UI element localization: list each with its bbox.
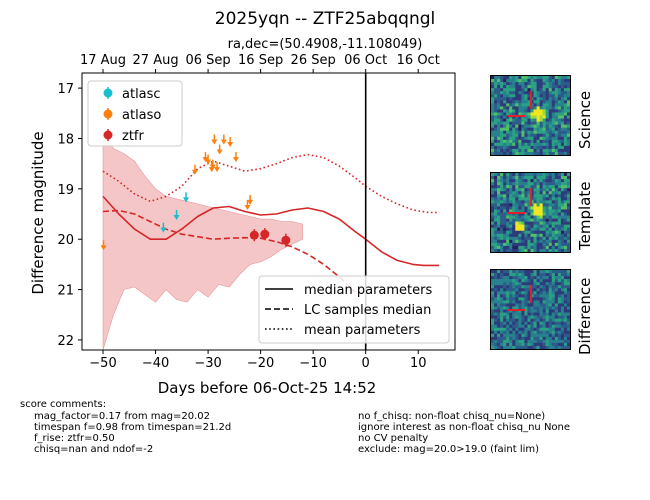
atlaso-upper-limit-arrow	[205, 159, 212, 165]
atlaso-upper-limit-arrow	[227, 141, 234, 147]
top-x-tick-label: 06 Sep	[185, 53, 230, 68]
y-tick-label: 21	[57, 284, 74, 299]
ztfr-detection-point	[249, 230, 259, 240]
score-comment-line: ignore interest as non-float chisq_nu No…	[358, 422, 571, 433]
score-comment-line: f_rise: ztfr=0.50	[34, 433, 115, 444]
x-tick-label: −40	[142, 356, 169, 371]
median-parameters-line	[102, 195, 440, 267]
template-stamp-label: Template	[576, 181, 594, 250]
x-tick-label: −50	[89, 356, 116, 371]
atlasc-upper-limit-arrow	[160, 227, 167, 233]
legend-atlasc-label: atlasc	[122, 87, 161, 102]
score-comment-line: mag_factor=0.17 from mag=20.02	[34, 411, 211, 422]
legend-points-box	[87, 80, 183, 147]
legend-dotted-line-label: mean parameters	[304, 323, 421, 338]
legend-atlaso-label: atlaso	[122, 108, 161, 123]
atlaso-upper-limit-arrow	[211, 139, 218, 145]
score-comment-line: chisq=nan and ndof=-2	[34, 444, 154, 455]
atlaso-upper-limit-arrow	[191, 169, 198, 175]
legend-atlasc-marker	[103, 88, 113, 98]
model-uncertainty-band	[102, 132, 303, 350]
legend-ztfr-label: ztfr	[122, 129, 144, 144]
lc-samples-median-line	[102, 209, 356, 293]
x-tick-label: −20	[247, 356, 274, 371]
atlaso-upper-limit-arrow	[208, 167, 215, 173]
difference-stamp-image	[490, 269, 571, 350]
legend-atlaso-marker	[103, 109, 113, 119]
legend-dashed-line-label: LC samples median	[304, 303, 431, 318]
x-tick-label: −10	[299, 356, 326, 371]
mean-parameters-line	[102, 153, 440, 214]
y-axis-label: Difference magnitude	[29, 131, 47, 294]
x-tick-label: 0	[362, 356, 370, 371]
atlaso-upper-limit-arrow	[100, 245, 107, 251]
atlaso-upper-limit-arrow	[220, 139, 227, 145]
top-x-tick-label: 26 Sep	[291, 53, 336, 68]
top-x-tick-label: 16 Sep	[238, 53, 283, 68]
legend-solid-line-label: median parameters	[304, 283, 432, 298]
y-tick-label: 18	[57, 132, 74, 147]
science-stamp-label: Science	[576, 90, 594, 149]
score-comment-line: timespan f=0.98 from timespan=21.2d	[34, 422, 232, 433]
atlaso-upper-limit-arrow	[209, 164, 216, 170]
ztfr-detection-point	[281, 235, 291, 245]
y-tick-label: 22	[57, 334, 74, 349]
difference-stamp-label: Difference	[576, 277, 594, 355]
score-comment-line: no f_chisq: non-float chisq_nu=None)	[358, 411, 546, 422]
top-x-tick-label: 06 Oct	[344, 53, 387, 68]
chart-title: 2025yqn -- ZTF25abqqngl	[215, 9, 436, 29]
atlasc-upper-limit-arrow	[173, 215, 180, 221]
ztfr-detection-point	[260, 229, 270, 239]
x-tick-label: −30	[194, 356, 221, 371]
atlaso-upper-limit-arrow	[202, 157, 209, 163]
plot-frame	[81, 72, 456, 351]
template-stamp-image	[490, 172, 571, 253]
chart-subtitle: ra,dec=(50.4908,-11.108049)	[228, 37, 423, 52]
legend-lines-box	[258, 275, 450, 344]
atlaso-upper-limit-arrow	[216, 149, 223, 155]
y-tick-label: 17	[57, 82, 74, 97]
atlaso-upper-limit-arrow	[214, 167, 221, 173]
plot-area: −50 −40 −30 −20 −10 0 10 17 Aug 27 Aug 06 Sep 16 S…	[57, 53, 456, 371]
top-x-tick-label: 16 Oct	[397, 53, 440, 68]
score-comment-line: exclude: mag=20.0>19.0 (faint lim)	[358, 444, 540, 455]
y-tick-label: 19	[57, 183, 74, 198]
atlasc-upper-limit-arrow	[183, 197, 190, 203]
y-tick-label: 20	[57, 233, 74, 248]
atlaso-upper-limit-arrow	[247, 199, 254, 205]
atlaso-upper-limit-arrow	[244, 204, 251, 210]
top-x-tick-label: 17 Aug	[80, 53, 126, 68]
atlaso-upper-limit-arrow	[232, 157, 239, 163]
plot-clipped-layer	[100, 73, 440, 350]
score-comment-line: no CV penalty	[358, 433, 429, 444]
science-stamp-image	[490, 75, 571, 156]
top-x-tick-label: 27 Aug	[133, 53, 179, 68]
x-tick-label: 10	[410, 356, 427, 371]
x-axis-label: Days before 06-Oct-25 14:52	[158, 379, 377, 397]
legend-ztfr-marker	[103, 130, 113, 140]
score-comments-header: score comments:	[20, 399, 107, 410]
